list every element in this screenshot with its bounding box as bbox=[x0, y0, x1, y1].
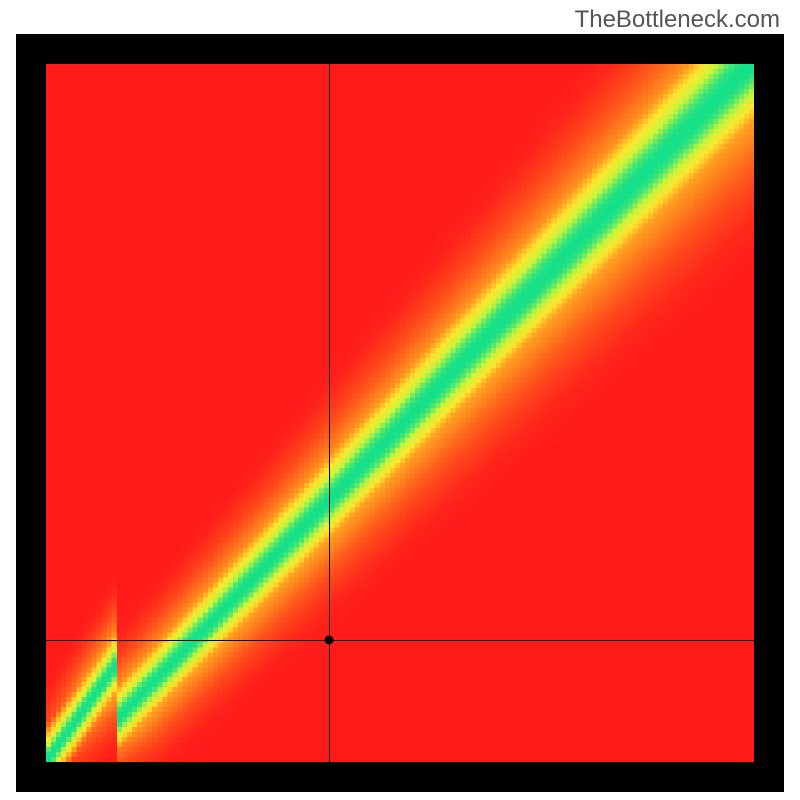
bottleneck-heatmap bbox=[46, 64, 754, 762]
selection-marker bbox=[325, 635, 334, 644]
plot-frame bbox=[16, 34, 784, 792]
watermark-text: TheBottleneck.com bbox=[575, 6, 780, 34]
crosshair-vertical bbox=[329, 34, 330, 792]
crosshair-horizontal bbox=[16, 640, 784, 641]
root-container: TheBottleneck.com bbox=[0, 0, 800, 800]
